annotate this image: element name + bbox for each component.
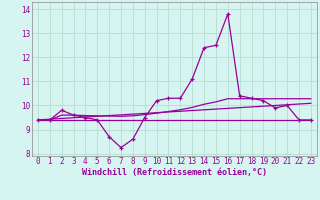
X-axis label: Windchill (Refroidissement éolien,°C): Windchill (Refroidissement éolien,°C): [82, 168, 267, 177]
